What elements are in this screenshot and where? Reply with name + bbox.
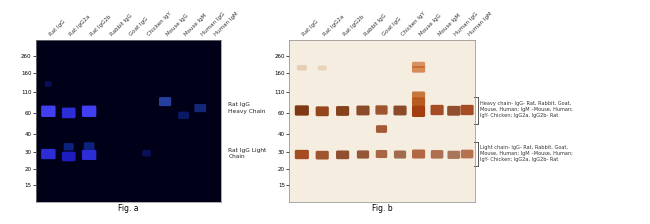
Text: Mouse IgM: Mouse IgM: [437, 13, 461, 37]
X-axis label: Fig. a: Fig. a: [118, 204, 138, 213]
Text: Goat IgG: Goat IgG: [128, 16, 149, 37]
Text: Human IgM: Human IgM: [214, 11, 239, 37]
FancyBboxPatch shape: [393, 106, 407, 115]
X-axis label: Fig. b: Fig. b: [372, 204, 392, 213]
FancyBboxPatch shape: [357, 150, 369, 159]
Text: Rat IgG Light
Chain: Rat IgG Light Chain: [228, 148, 266, 159]
Text: Rabbit IgG: Rabbit IgG: [109, 13, 133, 37]
FancyBboxPatch shape: [62, 108, 75, 118]
FancyBboxPatch shape: [318, 66, 327, 71]
Text: Rat IgG: Rat IgG: [302, 19, 320, 37]
FancyBboxPatch shape: [356, 106, 370, 115]
FancyBboxPatch shape: [178, 112, 189, 119]
FancyBboxPatch shape: [64, 143, 73, 151]
FancyBboxPatch shape: [412, 98, 425, 106]
Text: Mouse IgG: Mouse IgG: [419, 13, 443, 37]
FancyBboxPatch shape: [41, 106, 55, 117]
FancyBboxPatch shape: [376, 150, 387, 158]
FancyBboxPatch shape: [295, 105, 309, 116]
Text: Heavy chain- IgG- Rat, Rabbit, Goat,
Mouse, Human; IgM –Mouse, Human;
IgY- Chick: Heavy chain- IgG- Rat, Rabbit, Goat, Mou…: [480, 101, 573, 118]
Text: Rabbit IgG: Rabbit IgG: [363, 13, 387, 37]
Text: Rat IgG2a: Rat IgG2a: [322, 14, 345, 37]
FancyBboxPatch shape: [430, 105, 444, 115]
Text: Mouse IgG: Mouse IgG: [165, 13, 189, 37]
FancyBboxPatch shape: [159, 97, 171, 106]
FancyBboxPatch shape: [447, 151, 460, 159]
Text: Chicken IgY: Chicken IgY: [146, 11, 172, 37]
FancyBboxPatch shape: [41, 149, 55, 159]
Text: Rat IgG: Rat IgG: [48, 19, 66, 37]
FancyBboxPatch shape: [62, 152, 75, 161]
Text: Human IgG: Human IgG: [454, 11, 480, 37]
FancyBboxPatch shape: [412, 62, 425, 68]
FancyBboxPatch shape: [376, 125, 387, 133]
FancyBboxPatch shape: [412, 149, 425, 159]
FancyBboxPatch shape: [336, 151, 349, 159]
FancyBboxPatch shape: [394, 151, 406, 159]
Text: Chicken IgY: Chicken IgY: [400, 11, 426, 37]
FancyBboxPatch shape: [295, 150, 309, 159]
FancyBboxPatch shape: [316, 151, 329, 159]
FancyBboxPatch shape: [194, 104, 206, 112]
FancyBboxPatch shape: [412, 66, 425, 73]
FancyBboxPatch shape: [316, 106, 329, 116]
FancyBboxPatch shape: [297, 65, 307, 71]
FancyBboxPatch shape: [412, 106, 425, 117]
FancyBboxPatch shape: [45, 81, 52, 87]
FancyBboxPatch shape: [82, 106, 96, 117]
FancyBboxPatch shape: [431, 150, 443, 159]
Text: Light chain- IgG- Rat, Rabbit, Goat,
Mouse, Human; IgM –Mouse, Human;
IgY- Chick: Light chain- IgG- Rat, Rabbit, Goat, Mou…: [480, 144, 573, 162]
Text: Human IgG: Human IgG: [200, 11, 226, 37]
Text: Human IgM: Human IgM: [467, 11, 493, 37]
Text: Rat IgG2b: Rat IgG2b: [89, 14, 112, 37]
FancyBboxPatch shape: [460, 105, 474, 115]
Text: Rat IgG2b: Rat IgG2b: [343, 14, 365, 37]
Text: Rat IgG2a: Rat IgG2a: [69, 14, 92, 37]
Text: Goat IgG: Goat IgG: [382, 16, 402, 37]
FancyBboxPatch shape: [447, 106, 460, 116]
FancyBboxPatch shape: [84, 142, 94, 150]
FancyBboxPatch shape: [461, 150, 473, 158]
FancyBboxPatch shape: [412, 91, 425, 99]
FancyBboxPatch shape: [142, 150, 151, 157]
FancyBboxPatch shape: [376, 105, 387, 115]
FancyBboxPatch shape: [82, 150, 96, 160]
FancyBboxPatch shape: [336, 106, 349, 116]
Text: Mouse IgM: Mouse IgM: [183, 13, 208, 37]
Text: Rat IgG
Heavy Chain: Rat IgG Heavy Chain: [228, 102, 266, 114]
